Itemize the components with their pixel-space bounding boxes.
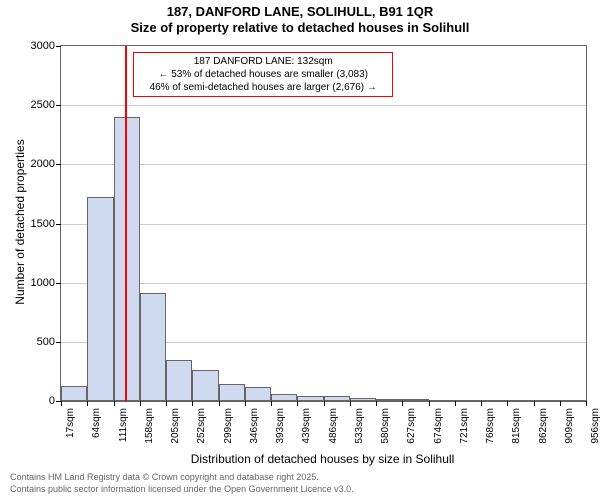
xtick-label: 627sqm <box>406 408 417 444</box>
xtick-mark <box>271 401 272 406</box>
xtick-mark <box>376 401 377 406</box>
histogram-bar <box>481 400 507 402</box>
xtick-mark <box>61 401 62 406</box>
xtick-mark <box>402 401 403 406</box>
xtick-label: 111sqm <box>118 408 129 442</box>
xtick-mark <box>560 401 561 406</box>
histogram-bar <box>429 400 455 402</box>
histogram-bar <box>166 360 192 401</box>
xtick-label: 674sqm <box>433 408 444 444</box>
ytick-mark <box>56 342 61 343</box>
chart-container: 187, DANFORD LANE, SOLIHULL, B91 1QR Siz… <box>0 0 600 500</box>
ytick-mark <box>56 283 61 284</box>
xtick-mark <box>166 401 167 406</box>
xtick-mark <box>87 401 88 406</box>
xtick-label: 393sqm <box>275 408 286 444</box>
y-axis-label: Number of detached properties <box>13 132 27 312</box>
xtick-label: 533sqm <box>354 408 365 444</box>
xtick-mark <box>245 401 246 406</box>
xtick-label: 252sqm <box>196 408 207 444</box>
histogram-bar <box>61 386 87 401</box>
histogram-bar <box>455 400 481 402</box>
xtick-label: 768sqm <box>485 408 496 444</box>
xtick-label: 346sqm <box>249 408 260 444</box>
xtick-mark <box>507 401 508 406</box>
plot-area: 05001000150020002500300017sqm64sqm111sqm… <box>60 45 587 402</box>
ytick-mark <box>56 105 61 106</box>
xtick-label: 909sqm <box>564 408 575 444</box>
histogram-bar <box>271 394 297 401</box>
xtick-mark <box>481 401 482 406</box>
annotation-line-3: 46% of semi-detached houses are larger (… <box>138 81 388 94</box>
histogram-bar <box>297 396 323 401</box>
xtick-label: 439sqm <box>301 408 312 444</box>
ytick-mark <box>56 46 61 47</box>
xtick-mark <box>429 401 430 406</box>
xtick-mark <box>455 401 456 406</box>
grid-line <box>61 283 586 284</box>
xtick-mark <box>219 401 220 406</box>
xtick-label: 721sqm <box>459 408 470 444</box>
reference-line <box>125 46 127 401</box>
footer-line-1: Contains HM Land Registry data © Crown c… <box>10 472 319 482</box>
histogram-bar <box>192 370 218 401</box>
grid-line <box>61 164 586 165</box>
xtick-mark <box>140 401 141 406</box>
histogram-bar <box>560 400 586 402</box>
histogram-bar <box>245 387 271 401</box>
x-axis-label: Distribution of detached houses by size … <box>60 452 585 466</box>
footer-line-2: Contains public sector information licen… <box>10 484 354 494</box>
xtick-label: 862sqm <box>538 408 549 444</box>
histogram-bar <box>219 384 245 401</box>
xtick-label: 64sqm <box>91 408 102 438</box>
xtick-mark <box>297 401 298 406</box>
xtick-mark <box>350 401 351 406</box>
grid-line <box>61 105 586 106</box>
histogram-bar <box>87 197 113 401</box>
histogram-bar <box>534 400 560 402</box>
annotation-box: 187 DANFORD LANE: 132sqm← 53% of detache… <box>133 52 393 97</box>
xtick-label: 17sqm <box>65 408 76 438</box>
xtick-label: 486sqm <box>328 408 339 444</box>
grid-line <box>61 224 586 225</box>
xtick-mark <box>324 401 325 406</box>
ytick-mark <box>56 224 61 225</box>
xtick-label: 580sqm <box>380 408 391 444</box>
histogram-bar <box>507 400 533 402</box>
xtick-label: 956sqm <box>590 408 600 444</box>
xtick-mark <box>586 401 587 406</box>
histogram-bar <box>324 396 350 401</box>
xtick-label: 205sqm <box>170 408 181 444</box>
xtick-mark <box>192 401 193 406</box>
histogram-bar <box>350 398 376 401</box>
xtick-label: 299sqm <box>223 408 234 444</box>
histogram-bar <box>376 399 402 401</box>
annotation-line-1: 187 DANFORD LANE: 132sqm <box>138 55 388 68</box>
chart-title: 187, DANFORD LANE, SOLIHULL, B91 1QR <box>0 4 600 19</box>
histogram-bar <box>140 293 166 401</box>
xtick-mark <box>114 401 115 406</box>
ytick-mark <box>56 164 61 165</box>
xtick-mark <box>534 401 535 406</box>
xtick-label: 158sqm <box>144 408 155 444</box>
xtick-label: 815sqm <box>511 408 522 444</box>
histogram-bar <box>402 399 428 401</box>
annotation-line-2: ← 53% of detached houses are smaller (3,… <box>138 68 388 81</box>
chart-subtitle: Size of property relative to detached ho… <box>0 20 600 35</box>
